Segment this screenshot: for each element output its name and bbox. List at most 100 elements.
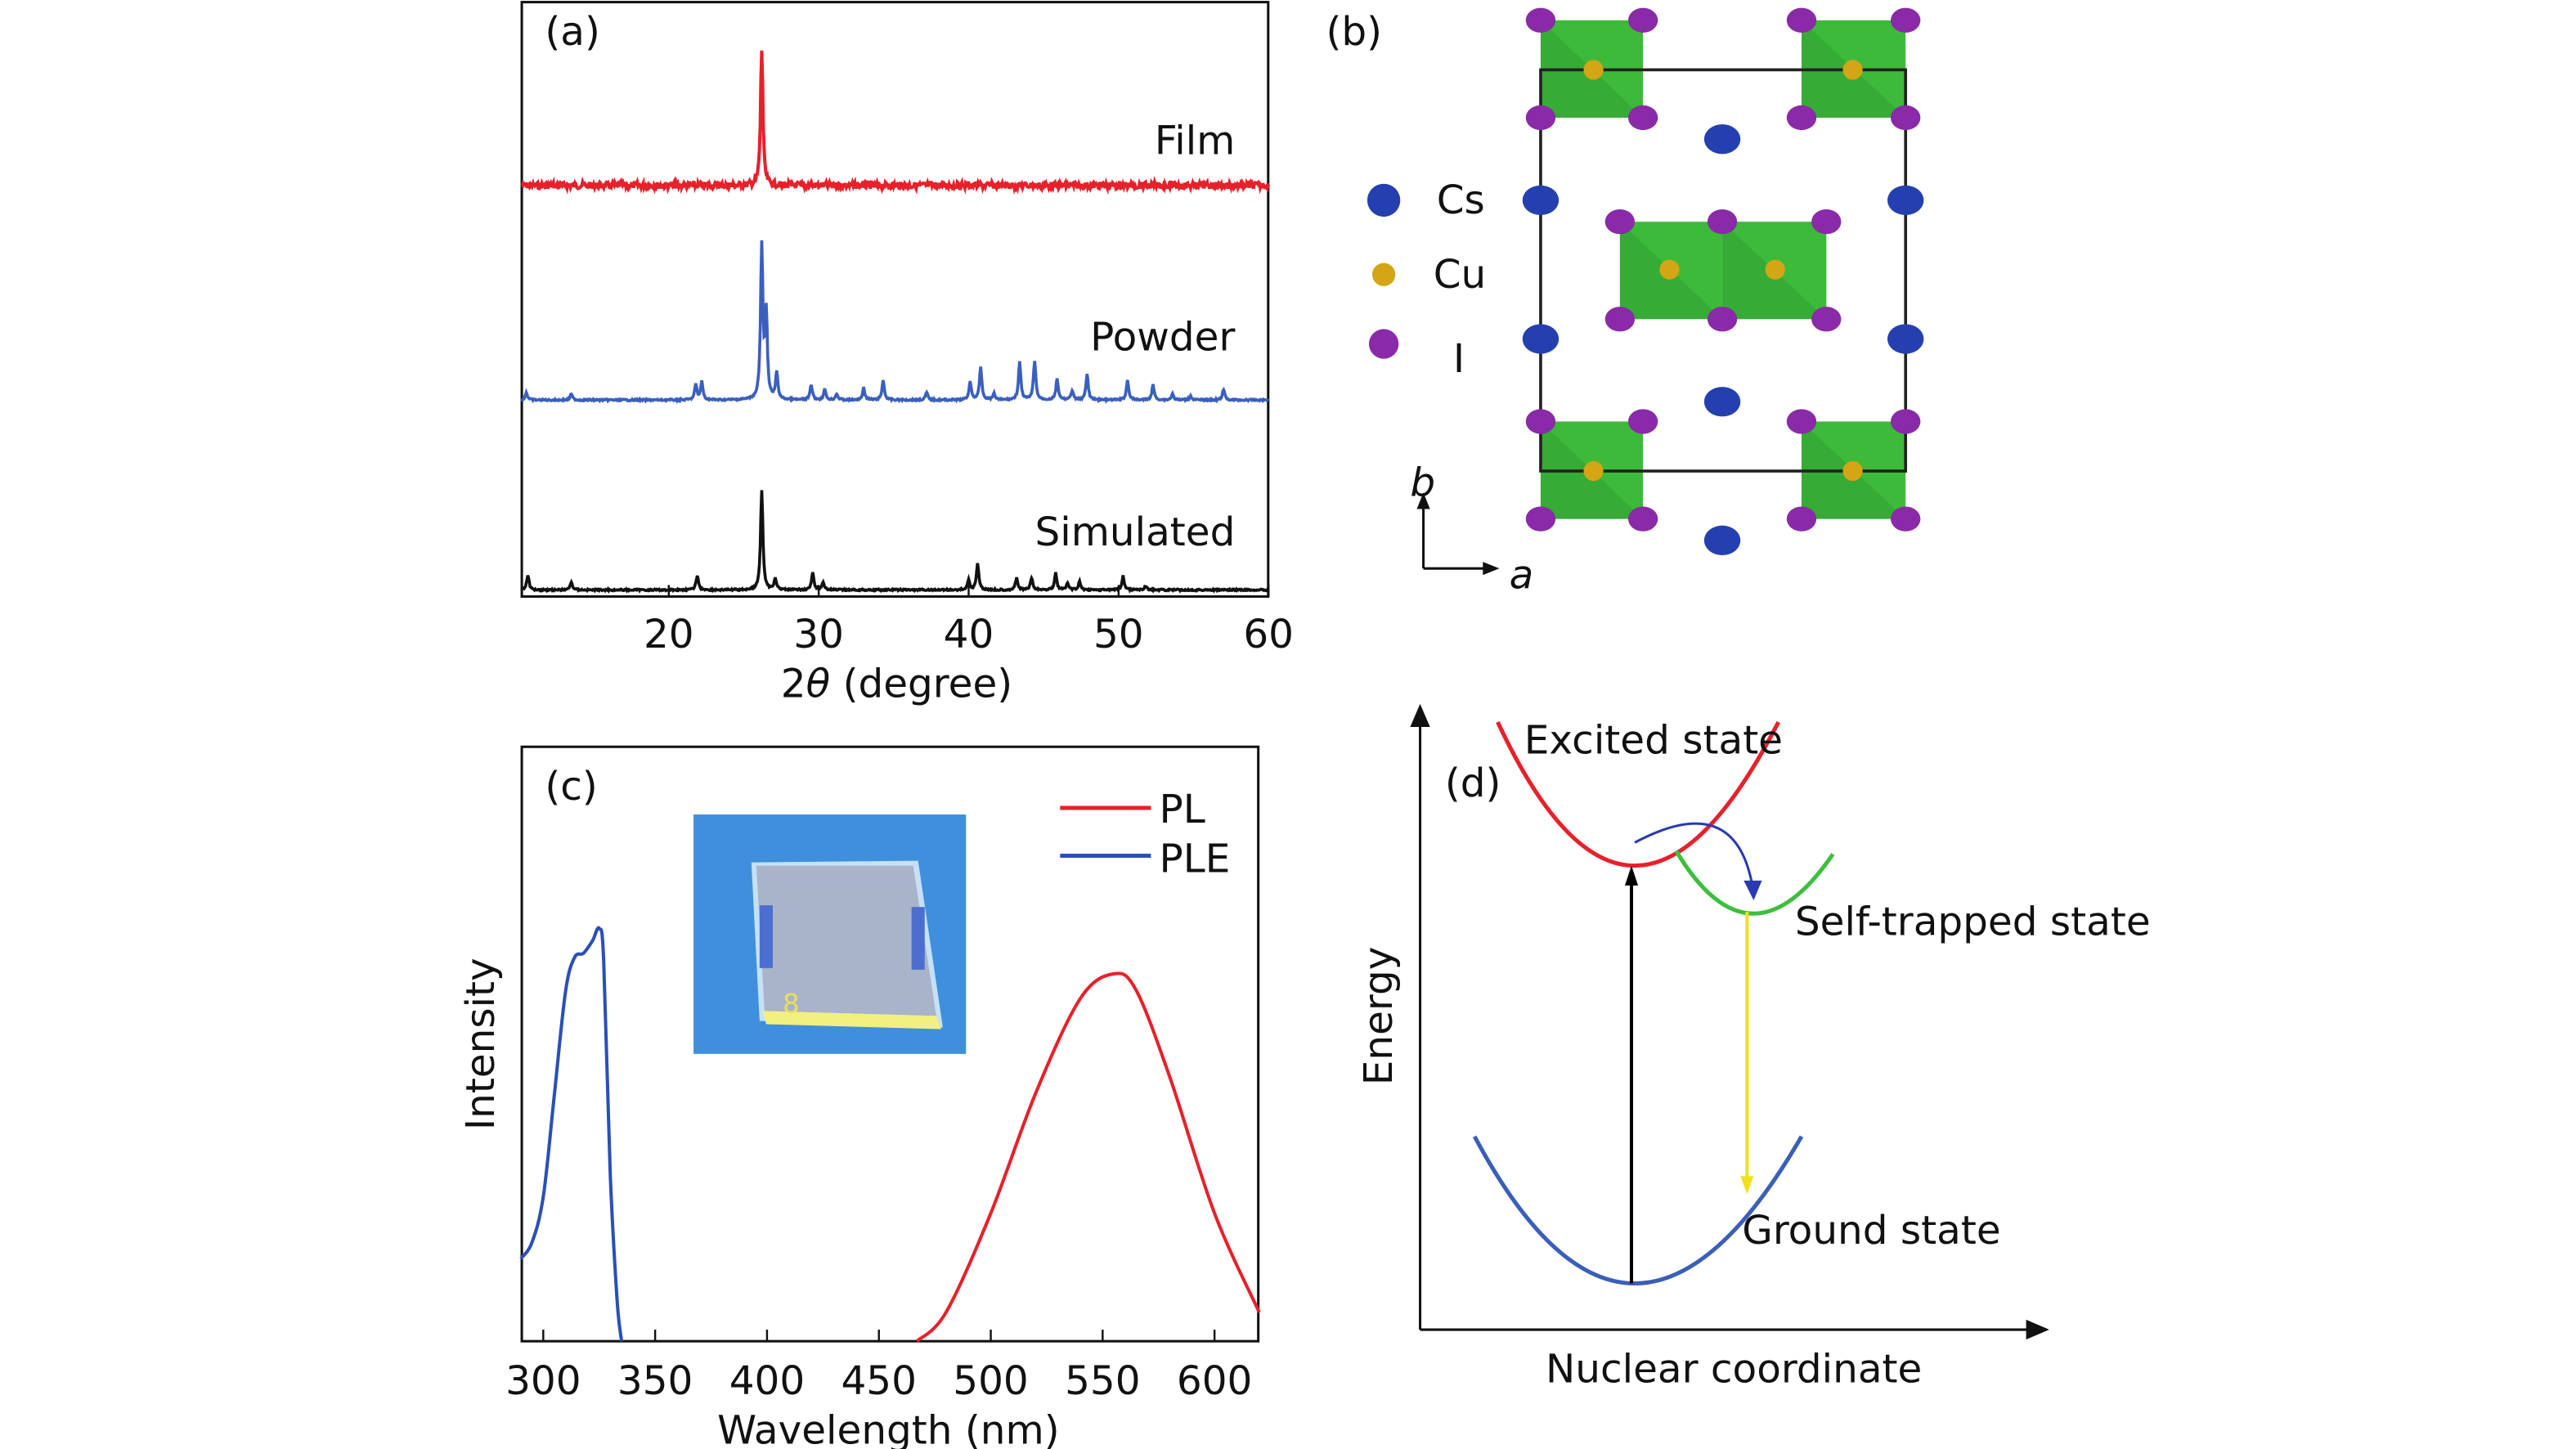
- x-tick-label: 500: [953, 1358, 1028, 1404]
- legend-label-cu: Cu: [1434, 252, 1487, 298]
- plot-frame: [520, 1, 1270, 599]
- cs-atom: [1887, 324, 1924, 354]
- series-label-powder: Powder: [1090, 315, 1235, 361]
- i-atom: [1525, 105, 1556, 131]
- i-atom: [1525, 506, 1556, 532]
- i-atom: [1707, 209, 1738, 235]
- excited-state-curve: [1496, 720, 1780, 868]
- legend-label-ple: PLE: [1159, 837, 1230, 882]
- x-tick-label: 30: [793, 612, 844, 657]
- panel-b-crystal-structure: (b) Cs Cu I b a: [1326, 7, 1924, 598]
- cs-atom: [1522, 185, 1560, 216]
- plot-frame: [520, 745, 1260, 1343]
- x-tick-label: 400: [729, 1358, 805, 1404]
- x-tick-label: 60: [1243, 612, 1294, 657]
- legend-marker-cs: [1367, 183, 1401, 218]
- panel-label: (d): [1445, 760, 1501, 806]
- y-axis-label: Intensity: [458, 958, 504, 1130]
- panel-label: (c): [545, 764, 597, 810]
- x-tick-label: 50: [1093, 612, 1144, 657]
- arrow-up-icon: [1624, 865, 1639, 886]
- x-tick-label: 350: [617, 1358, 693, 1404]
- self-trapped-state-label: Self-trapped state: [1795, 899, 2151, 944]
- cs-atom: [1703, 387, 1741, 417]
- x-tick-label: 450: [841, 1358, 916, 1404]
- i-atom: [1525, 7, 1556, 33]
- ground-state-label: Ground state: [1742, 1208, 2000, 1254]
- x-tick-label: 300: [505, 1358, 581, 1404]
- series-label-simulated: Simulated: [1035, 509, 1236, 555]
- series-line-powder: [520, 240, 1270, 405]
- series-line-ple: [519, 926, 624, 1342]
- series-line-pl: [915, 971, 1261, 1343]
- ground-state-curve: [1472, 1135, 1804, 1285]
- arrow-down-icon: [1740, 1176, 1754, 1195]
- panel-label: (a): [545, 9, 600, 55]
- panel-c-pl-ple: 300 350 400 450 500 550 600 8 (c) PL PLE Inten…: [458, 745, 1261, 1449]
- unit-cell: [1539, 68, 1908, 473]
- i-atom: [1811, 307, 1842, 332]
- i-atom: [1604, 307, 1636, 332]
- series-group: [519, 926, 1261, 1343]
- i-atom: [1891, 409, 1921, 434]
- x-tick-label: 40: [944, 612, 994, 657]
- i-atom: [1627, 7, 1658, 33]
- svg-text:8: 8: [783, 988, 800, 1019]
- panel-d-energy-diagram: Excited state (d) Self-trapped state Gro…: [1356, 703, 2151, 1393]
- crystal-structure: [1522, 7, 1924, 556]
- x-axis-label: Nuclear coordinate: [1546, 1347, 1922, 1393]
- legend-marker-i: [1368, 329, 1399, 359]
- arrow-down-icon: [1744, 880, 1762, 901]
- x-axis-label: 2θ (degree): [781, 662, 1013, 707]
- cs-atom: [1703, 525, 1741, 556]
- i-atom: [1891, 7, 1921, 33]
- i-atom: [1891, 105, 1921, 131]
- i-atom: [1786, 7, 1817, 33]
- excited-state-label: Excited state: [1524, 717, 1783, 763]
- i-atom: [1786, 105, 1817, 131]
- i-atom: [1627, 105, 1658, 131]
- x-tick-label: 600: [1177, 1358, 1252, 1404]
- y-axis-label: Energy: [1356, 947, 1402, 1086]
- inset-photo: 8: [693, 814, 967, 1054]
- i-atom: [1707, 307, 1738, 332]
- structure-legend: Cs Cu I: [1367, 177, 1486, 382]
- i-atom: [1891, 506, 1921, 532]
- x-tick-label: 550: [1065, 1358, 1140, 1404]
- cs-atom: [1522, 324, 1560, 354]
- legend-label-pl: PL: [1159, 787, 1205, 832]
- cu-atom: [1842, 60, 1863, 80]
- self-trapped-state-curve: [1674, 850, 1835, 916]
- cu-atom: [1842, 460, 1863, 482]
- series-line-film: [521, 50, 1271, 195]
- x-axis-label: Wavelength (nm): [717, 1407, 1060, 1449]
- i-atom: [1786, 409, 1817, 434]
- panel-label: (b): [1326, 9, 1382, 55]
- i-atom: [1811, 209, 1842, 235]
- cs-atom: [1887, 185, 1924, 216]
- cs-atom: [1703, 124, 1741, 155]
- x-tick-label: 20: [644, 612, 694, 657]
- i-atom: [1604, 209, 1636, 235]
- axis-a-label: a: [1510, 552, 1534, 598]
- arrow-right-icon: [1483, 562, 1500, 576]
- x-ticks: 300 350 400 450 500 550 600: [505, 1330, 1252, 1404]
- i-atom: [1525, 409, 1556, 434]
- cu-atom: [1583, 60, 1604, 80]
- i-atom: [1627, 506, 1658, 532]
- cu-atom: [1659, 259, 1680, 280]
- i-atom: [1786, 506, 1817, 532]
- axis-b-label: b: [1410, 460, 1435, 505]
- legend-label-i: I: [1453, 336, 1465, 382]
- series-label-film: Film: [1155, 118, 1235, 164]
- i-atom: [1627, 409, 1658, 434]
- arrow-up-icon: [1410, 703, 1430, 728]
- cu-atom: [1583, 460, 1604, 482]
- cu-atom: [1765, 259, 1785, 280]
- panel-a-xrd: 20 30 40 50 60 (a) Film Powder Simulated 2θ …: [520, 1, 1294, 707]
- relaxation-arrow: [1634, 822, 1753, 885]
- arrow-right-icon: [2026, 1319, 2049, 1340]
- legend: PL PLE: [1060, 787, 1230, 882]
- arrow-up-icon: [1416, 492, 1430, 509]
